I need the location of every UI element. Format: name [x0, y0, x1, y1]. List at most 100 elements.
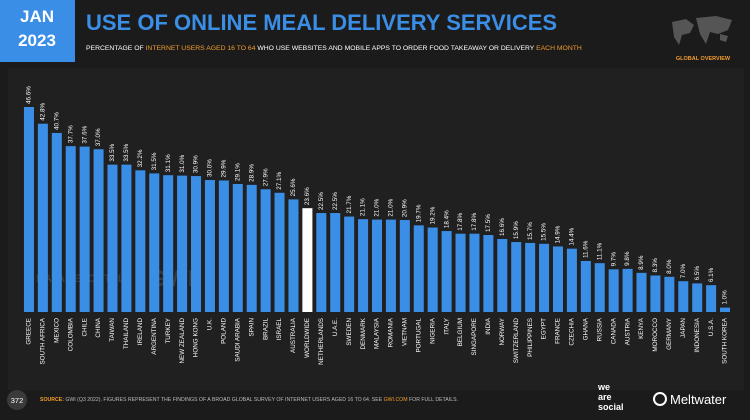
- x-tick-label: SWEDEN: [346, 318, 353, 346]
- chart-title: USE OF ONLINE MEAL DELIVERY SERVICES: [86, 10, 557, 35]
- bar: [149, 173, 160, 312]
- value-label: 25.6%: [290, 178, 297, 196]
- value-label: 27.1%: [276, 172, 283, 190]
- x-tick-label: CHINA: [95, 317, 102, 337]
- x-tick-label: DENMARK: [360, 317, 367, 349]
- bar: [121, 164, 132, 312]
- value-label: 33.5%: [109, 143, 116, 161]
- value-label: 7.0%: [680, 263, 687, 278]
- x-tick-label: IRELAND: [137, 318, 144, 346]
- date-box: [0, 0, 75, 62]
- bar: [371, 219, 383, 312]
- source-part: SOURCE:: [40, 397, 64, 403]
- x-tick-label: CZECHIA: [569, 317, 576, 345]
- badge: GLOBAL OVERVIEW: [676, 56, 731, 62]
- value-label: 29.1%: [234, 163, 241, 181]
- bar: [594, 263, 605, 312]
- x-tick-label: PORTUGAL: [415, 318, 422, 353]
- year: 2023: [18, 31, 56, 50]
- value-label: 31.5%: [151, 152, 158, 170]
- source-part: GWI.COM: [384, 397, 408, 403]
- x-tick-label: TAIWAN: [109, 318, 116, 342]
- x-tick-label: MOROCCO: [652, 318, 659, 352]
- x-tick-label: NEW ZEALAND: [179, 318, 186, 364]
- value-label: 21.7%: [346, 195, 353, 213]
- value-label: 8.0%: [666, 259, 673, 274]
- value-label: 40.7%: [53, 112, 60, 130]
- value-label: 15.9%: [513, 221, 520, 239]
- value-label: 23.6%: [304, 187, 311, 205]
- subtitle-part: INTERNET USERS AGED 16 TO 64: [146, 45, 256, 52]
- brand-line: social: [598, 402, 624, 412]
- bar: [358, 219, 369, 312]
- source: SOURCE: GWI (Q3 2022). FIGURES REPRESENT…: [40, 397, 458, 403]
- x-tick-label: U.K.: [207, 318, 214, 330]
- x-tick-label: GERMANY: [666, 317, 673, 350]
- bar: [37, 123, 48, 312]
- x-tick-label: MEXICO: [53, 318, 60, 343]
- bar: [678, 281, 689, 312]
- page-number: 372: [11, 396, 24, 405]
- bar: [539, 243, 550, 312]
- x-tick-label: WORLDWIDE: [304, 318, 311, 358]
- bar: [608, 269, 619, 312]
- bar: [413, 225, 424, 312]
- value-label: 17.5%: [485, 214, 492, 232]
- subtitle-part: PERCENTAGE OF: [86, 45, 146, 52]
- x-tick-label: BELGIUM: [457, 318, 464, 346]
- bar: [455, 233, 466, 312]
- bar: [622, 268, 633, 312]
- source-part: GWI (Q3 2022). FIGURES REPRESENT THE FIN…: [64, 397, 384, 403]
- bar: [93, 149, 104, 312]
- value-label: 33.5%: [123, 143, 130, 161]
- bar: [23, 107, 34, 312]
- bar: [65, 146, 76, 312]
- bar: [51, 132, 62, 312]
- value-label: 16.6%: [499, 218, 506, 236]
- value-label: 29.9%: [221, 159, 228, 177]
- subtitle: PERCENTAGE OF INTERNET USERS AGED 16 TO …: [86, 45, 582, 52]
- bar: [79, 146, 90, 312]
- value-label: 9.8%: [624, 251, 631, 266]
- value-label: 17.8%: [457, 212, 464, 230]
- bar: [135, 170, 146, 312]
- value-label: 18.4%: [443, 210, 450, 228]
- bar: [650, 275, 661, 312]
- bar: [720, 307, 731, 312]
- x-tick-label: NETHERLANDS: [318, 318, 325, 365]
- page-circle: [7, 390, 27, 410]
- value-label: 20.9%: [402, 199, 409, 217]
- value-label: 8.3%: [652, 258, 659, 273]
- x-tick-label: GHANA: [582, 317, 589, 340]
- value-label: 27.9%: [262, 168, 269, 186]
- x-tick-label: CANADA: [610, 317, 617, 344]
- x-tick-label: ROMANIA: [388, 317, 395, 347]
- bar: [163, 175, 174, 312]
- value-label: 11.6%: [582, 240, 589, 258]
- x-tick-label: AUSTRALIA: [290, 317, 297, 353]
- x-tick-label: PHILIPPINES: [527, 318, 534, 357]
- bar: [469, 233, 480, 312]
- value-label: 14.4%: [569, 227, 576, 245]
- x-tick-label: INDONESIA: [694, 317, 701, 352]
- bar: [191, 176, 202, 312]
- value-label: 37.6%: [81, 125, 88, 143]
- value-label: 22.5%: [318, 192, 325, 210]
- x-tick-label: SOUTH KOREA: [722, 317, 729, 364]
- bar: [552, 246, 563, 312]
- x-tick-label: SWITZERLAND: [513, 318, 520, 364]
- x-tick-label: CHILE: [81, 318, 88, 337]
- brand-line: we: [597, 382, 610, 392]
- x-tick-label: ITALY: [443, 317, 450, 334]
- value-label: 19.2%: [429, 206, 436, 224]
- x-tick-label: ISRAEL: [276, 318, 283, 341]
- x-tick-label: SAUDI ARABIA: [234, 317, 241, 362]
- value-label: 17.8%: [471, 212, 478, 230]
- brand-logo: [653, 392, 667, 406]
- brand-line: are: [598, 392, 612, 402]
- bar: [692, 283, 703, 312]
- x-tick-label: FRANCE: [555, 318, 562, 344]
- bar: [580, 260, 591, 312]
- x-tick-label: RUSSIA: [596, 317, 603, 341]
